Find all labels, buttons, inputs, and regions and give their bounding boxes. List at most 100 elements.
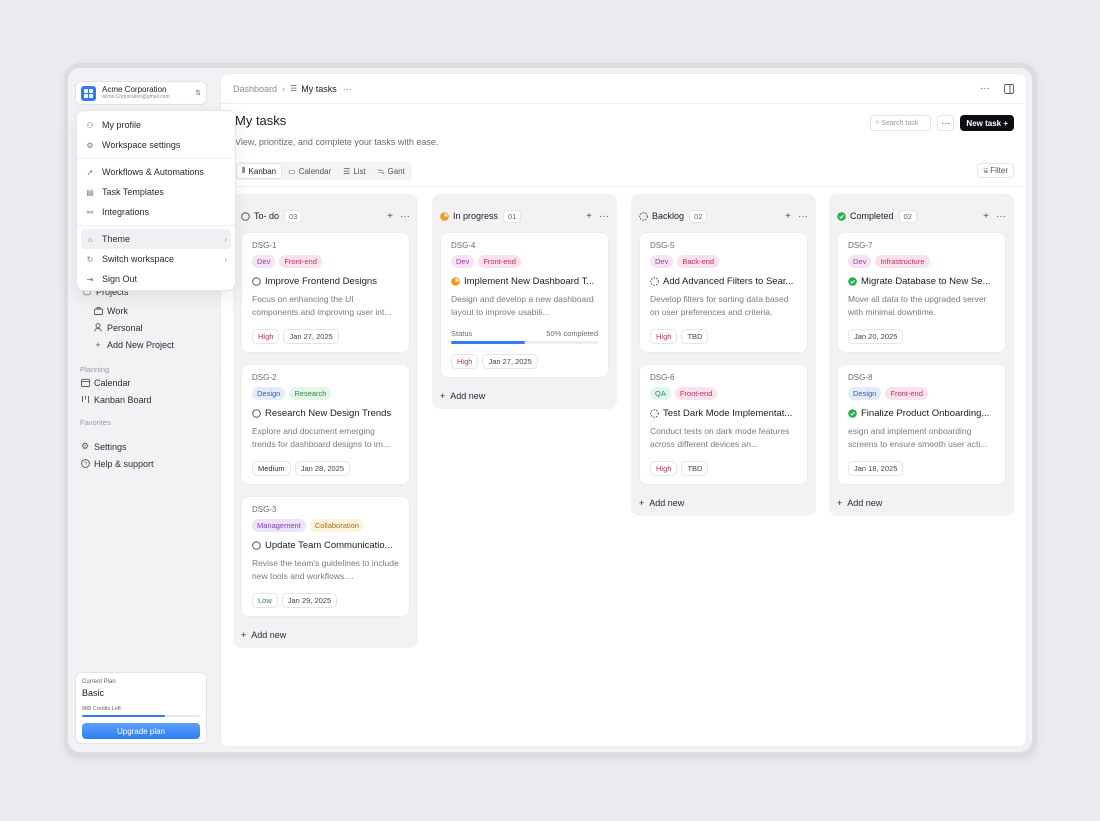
menu-item-my-profile[interactable]: ⚇ My profile xyxy=(81,115,231,135)
task-card[interactable]: DSG-2 Design Research Research New Design… xyxy=(241,364,410,485)
list-icon: ☰ xyxy=(290,84,298,93)
menu-item-task-templates[interactable]: ▤ Task Templates xyxy=(81,182,231,202)
template-icon: ▤ xyxy=(86,187,94,197)
sidebar-item-calendar[interactable]: Calendar xyxy=(80,374,232,391)
sidebar-item-label: Personal xyxy=(107,322,143,333)
favorites-header[interactable]: Favorites › xyxy=(80,418,232,427)
tab-calendar[interactable]: ▭ Calendar xyxy=(283,164,336,178)
panel-toggle-icon[interactable] xyxy=(1004,83,1014,94)
sidebar: Acme Corporation acme.Corporation@gmail.… xyxy=(68,68,224,752)
tag: Front-end xyxy=(674,387,718,400)
sidebar-item-personal[interactable]: Personal xyxy=(93,319,245,336)
new-task-button[interactable]: New task + xyxy=(960,115,1014,131)
sidebar-item-work[interactable]: Work xyxy=(93,302,245,319)
projects-header[interactable]: ▢ Projects xyxy=(82,283,232,300)
sidebar-item-label: Calendar xyxy=(94,377,131,388)
more-icon[interactable]: ··· xyxy=(996,210,1006,222)
more-button[interactable]: ··· xyxy=(937,115,955,131)
breadcrumb-root[interactable]: Dashboard xyxy=(233,83,278,94)
add-new-button[interactable]: + Add new xyxy=(241,628,410,642)
task-title-row: Migrate Database to New Se... xyxy=(848,276,995,287)
menu-item-workflows[interactable]: ➚ Workflows & Automations xyxy=(81,162,231,182)
task-description: Design and develop a new dashboard layou… xyxy=(451,294,594,317)
menu-item-integrations[interactable]: ⚯ Integrations xyxy=(81,202,231,222)
task-card[interactable]: DSG-7 Dev Infrastructure Migrate Database… xyxy=(837,232,1006,353)
progress-bar xyxy=(451,341,598,344)
project-list: Work Personal + Add New Project xyxy=(93,302,245,353)
planning-label: Planning xyxy=(80,365,110,374)
tab-gantt[interactable]: ≒ Gant xyxy=(373,164,410,178)
filter-button[interactable]: ⩸ Filter xyxy=(977,163,1014,178)
task-card[interactable]: DSG-3 Management Collaboration Update Tea… xyxy=(241,496,410,617)
menu-item-label: Task Templates xyxy=(102,187,164,197)
completed-status-icon xyxy=(848,277,857,286)
priority-badge: Medium xyxy=(252,461,291,476)
projects-section: ▢ Projects xyxy=(80,283,232,300)
priority-badge: High xyxy=(252,329,280,344)
projects-label: Projects xyxy=(96,286,129,297)
task-card[interactable]: DSG-4 Dev Front-end Implement New Dashboa… xyxy=(440,232,609,378)
task-title: Migrate Database to New Se... xyxy=(861,276,991,287)
add-new-button[interactable]: + Add new xyxy=(440,389,609,403)
more-icon[interactable]: ··· xyxy=(342,83,352,94)
menu-item-label: Workspace settings xyxy=(102,140,181,150)
sign-out-icon: ⇥ xyxy=(86,274,94,284)
task-card[interactable]: DSG-8 Design Front-end Finalize Product O… xyxy=(837,364,1006,485)
sidebar-item-settings[interactable]: ⚙ Settings xyxy=(80,438,232,455)
column-header: Completed 02 + ··· xyxy=(837,200,1006,232)
sidebar-item-help[interactable]: ? Help & support xyxy=(80,455,232,472)
tab-kanban[interactable]: ⦀ Kanban xyxy=(237,164,282,178)
gear-icon: ⚙ xyxy=(86,140,94,150)
task-card[interactable]: DSG-1 Dev Front-end Improve Frontend Desi… xyxy=(241,232,410,353)
more-icon[interactable]: ··· xyxy=(798,210,808,222)
tab-list[interactable]: ☰ List xyxy=(338,164,371,178)
tag: Dev xyxy=(252,255,276,268)
tag-list: Dev Front-end xyxy=(252,255,399,268)
more-icon[interactable]: ··· xyxy=(599,210,609,222)
menu-item-theme[interactable]: ☼ Theme › xyxy=(81,229,231,249)
column-title: To- do xyxy=(254,211,280,221)
integration-icon: ⚯ xyxy=(86,207,94,217)
in-progress-status-icon xyxy=(451,277,460,286)
menu-item-switch-workspace[interactable]: ↻ Switch workspace › xyxy=(81,249,231,269)
planning-header[interactable]: Planning ⌄ xyxy=(80,365,232,374)
priority-badge: High xyxy=(650,329,678,344)
todo-status-icon xyxy=(252,277,261,286)
main-panel: Dashboard › ☰ My tasks ··· ··· My tasks … xyxy=(220,73,1027,747)
add-project-button[interactable]: + Add New Project xyxy=(93,336,245,353)
tag: Infrastructure xyxy=(875,255,930,268)
date-badge: TBD xyxy=(681,461,709,476)
upgrade-plan-button[interactable]: Upgrade plan xyxy=(82,723,200,739)
more-options-icon[interactable]: ··· xyxy=(980,83,990,94)
workspace-menu: ⚇ My profile ⚙ Workspace settings ➚ Workflo… xyxy=(76,110,236,291)
workspace-switcher[interactable]: Acme Corporation acme.Corporation@gmail.… xyxy=(75,81,207,105)
plan-name: Basic xyxy=(82,688,105,698)
gantt-icon: ≒ xyxy=(377,166,385,176)
priority-badge: High xyxy=(650,461,678,476)
sidebar-item-label: Work xyxy=(107,305,128,316)
todo-status-icon xyxy=(252,409,261,418)
tag: Dev xyxy=(451,255,475,268)
breadcrumb-current[interactable]: ☰ My tasks ··· xyxy=(290,84,352,94)
todo-status-icon xyxy=(241,211,250,221)
add-new-button[interactable]: + Add new xyxy=(837,496,1006,510)
search-input[interactable]: ⌕ Search task xyxy=(870,115,932,131)
plus-icon[interactable]: + xyxy=(387,210,393,222)
sidebar-item-label: Settings xyxy=(94,441,127,452)
sidebar-item-kanban[interactable]: Kanban Board xyxy=(80,391,232,408)
tag-list: Dev Back-end xyxy=(650,255,797,268)
task-card[interactable]: DSG-6 QA Front-end Test Dark Mode Impleme… xyxy=(639,364,808,485)
plus-icon[interactable]: + xyxy=(785,210,791,222)
add-new-button[interactable]: + Add new xyxy=(639,496,808,510)
menu-item-workspace-settings[interactable]: ⚙ Workspace settings xyxy=(81,135,231,155)
menu-item-sign-out[interactable]: ⇥ Sign Out xyxy=(81,269,231,289)
plus-icon[interactable]: + xyxy=(586,210,592,222)
kanban-icon: ⦀ xyxy=(242,166,246,175)
task-card[interactable]: DSG-5 Dev Back-end Add Advanced Filters t… xyxy=(639,232,808,353)
task-meta: Jan 18, 2025 xyxy=(848,461,995,476)
more-icon[interactable]: ··· xyxy=(400,210,410,222)
tab-label: Calendar xyxy=(298,166,332,176)
plan-caption: Current Plan xyxy=(82,679,116,685)
task-description: Focus on enhancing the UI components and… xyxy=(252,294,392,317)
plus-icon[interactable]: + xyxy=(983,210,989,222)
